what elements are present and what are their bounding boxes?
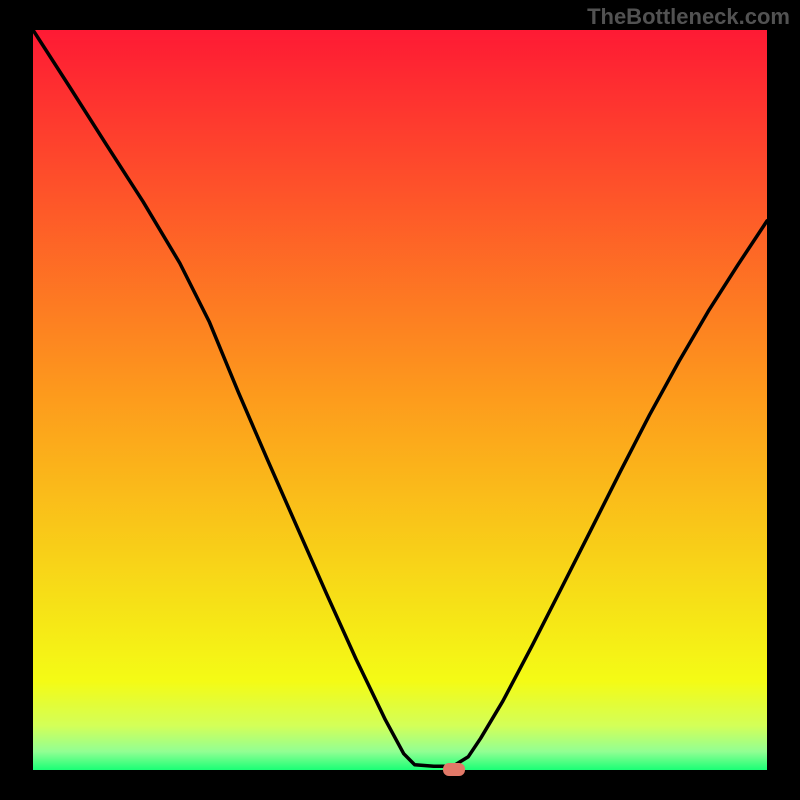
curve-path [33, 30, 767, 766]
bottleneck-curve [33, 30, 767, 770]
watermark-text: TheBottleneck.com [587, 4, 790, 30]
chart-plot-area [33, 30, 767, 770]
optimal-point-marker [443, 763, 465, 776]
